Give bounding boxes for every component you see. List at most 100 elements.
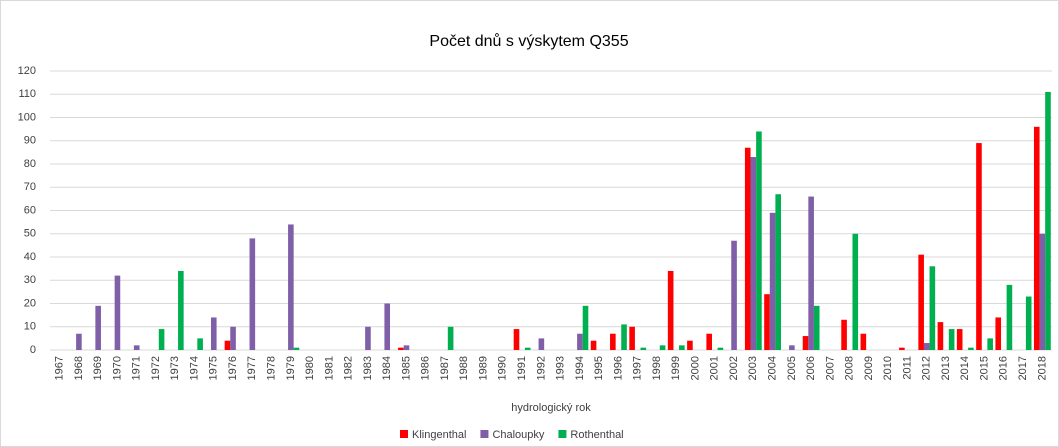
- y-tick-label: 50: [24, 228, 36, 240]
- x-tick-label: 1974: [188, 356, 200, 380]
- bar: [731, 240, 737, 350]
- x-tick-label: 2001: [709, 356, 721, 380]
- y-tick-label: 120: [18, 65, 36, 77]
- bar: [640, 347, 647, 350]
- bar: [764, 294, 770, 350]
- x-tick-label: 1986: [420, 356, 432, 380]
- x-tick-label: 2005: [786, 356, 798, 380]
- x-tick-label: 1999: [670, 356, 682, 380]
- y-tick-label: 60: [24, 204, 36, 216]
- bar: [210, 317, 217, 350]
- bar: [679, 345, 685, 350]
- bar: [987, 338, 993, 350]
- bar: [447, 326, 454, 350]
- bar: [744, 147, 751, 350]
- x-tick-label: 1973: [169, 356, 181, 380]
- x-tick-label: 1997: [632, 356, 644, 380]
- x-tick-label: 2003: [747, 356, 759, 380]
- x-tick-label: 1990: [497, 356, 509, 380]
- bar: [899, 347, 905, 350]
- x-tick-label: 1996: [612, 356, 624, 380]
- bar: [1006, 284, 1013, 350]
- x-tick-label: 1985: [400, 356, 412, 380]
- x-tick-label: 1970: [111, 356, 123, 380]
- bar: [249, 238, 256, 350]
- x-axis-title: hydrologický rok: [511, 402, 591, 414]
- bar: [918, 254, 924, 350]
- bar: [775, 194, 781, 350]
- bar: [1045, 91, 1051, 351]
- bar: [923, 343, 930, 350]
- x-tick-label: 2002: [728, 356, 740, 380]
- legend-label: Klingenthal: [412, 429, 466, 441]
- x-tick-label: 1998: [651, 356, 663, 380]
- y-tick-label: 80: [24, 158, 36, 170]
- x-tick-label: 1981: [323, 356, 335, 380]
- x-tick-label: 1975: [208, 356, 220, 380]
- x-tick-label: 2012: [921, 356, 933, 380]
- x-tick-label: 1979: [285, 356, 297, 380]
- bar: [789, 345, 795, 350]
- x-tick-label: 2015: [978, 356, 990, 380]
- bar: [813, 305, 820, 350]
- x-tick-label: 1971: [131, 356, 143, 380]
- x-tick-label: 1993: [555, 356, 567, 380]
- bar: [956, 329, 963, 350]
- bar: [1039, 233, 1046, 350]
- x-tick-label: 1989: [477, 356, 489, 380]
- x-tick-label: 1978: [266, 356, 278, 380]
- bar: [577, 333, 583, 350]
- bar: [769, 212, 776, 350]
- y-tick-label: 10: [24, 321, 36, 333]
- bar: [808, 196, 814, 350]
- bar: [852, 233, 859, 350]
- x-tick-label: 1984: [381, 356, 393, 380]
- x-tick-label: 1982: [343, 356, 355, 380]
- bar: [968, 347, 974, 350]
- legend-label: Rothenthal: [570, 429, 623, 441]
- bar: [667, 270, 674, 350]
- bar: [756, 131, 762, 350]
- bar: [365, 326, 371, 350]
- x-tick-label: 1995: [593, 356, 605, 380]
- legend-swatch: [480, 430, 489, 438]
- bar: [197, 338, 203, 350]
- bar: [659, 345, 666, 350]
- x-tick-label: 2007: [824, 356, 836, 380]
- bar: [937, 322, 944, 350]
- legend-swatch: [558, 430, 567, 438]
- x-tick-label: 2008: [844, 356, 856, 380]
- x-tick-label: 2018: [1036, 356, 1048, 380]
- bar: [403, 345, 410, 350]
- x-tick-label: 1991: [516, 356, 528, 380]
- x-tick-label: 1987: [439, 356, 451, 380]
- bar: [1025, 296, 1032, 350]
- x-tick-label: 2011: [901, 356, 913, 380]
- bar: [224, 340, 231, 350]
- x-tick-label: 2000: [689, 356, 701, 380]
- bar: [1033, 126, 1040, 350]
- bar: [114, 275, 121, 350]
- legend-label: Chaloupky: [492, 429, 544, 441]
- bar: [95, 305, 101, 350]
- x-tick-label: 2006: [805, 356, 817, 380]
- bar: [717, 347, 724, 350]
- x-tick-label: 2016: [998, 356, 1010, 380]
- y-tick-label: 100: [18, 111, 36, 123]
- x-tick-label: 1967: [54, 356, 66, 380]
- y-tick-label: 30: [24, 274, 36, 286]
- bar: [841, 319, 847, 350]
- x-tick-label: 1976: [227, 356, 239, 380]
- bar: [610, 333, 616, 350]
- bar: [524, 347, 531, 350]
- x-tick-label: 2013: [940, 356, 952, 380]
- bar: [230, 326, 236, 350]
- bar: [133, 345, 140, 350]
- x-tick-label: 2004: [767, 356, 779, 380]
- x-tick-label: 1983: [362, 356, 374, 380]
- bar: [538, 338, 545, 350]
- x-tick-label: 1969: [92, 356, 104, 380]
- x-tick-label: 1992: [535, 356, 547, 380]
